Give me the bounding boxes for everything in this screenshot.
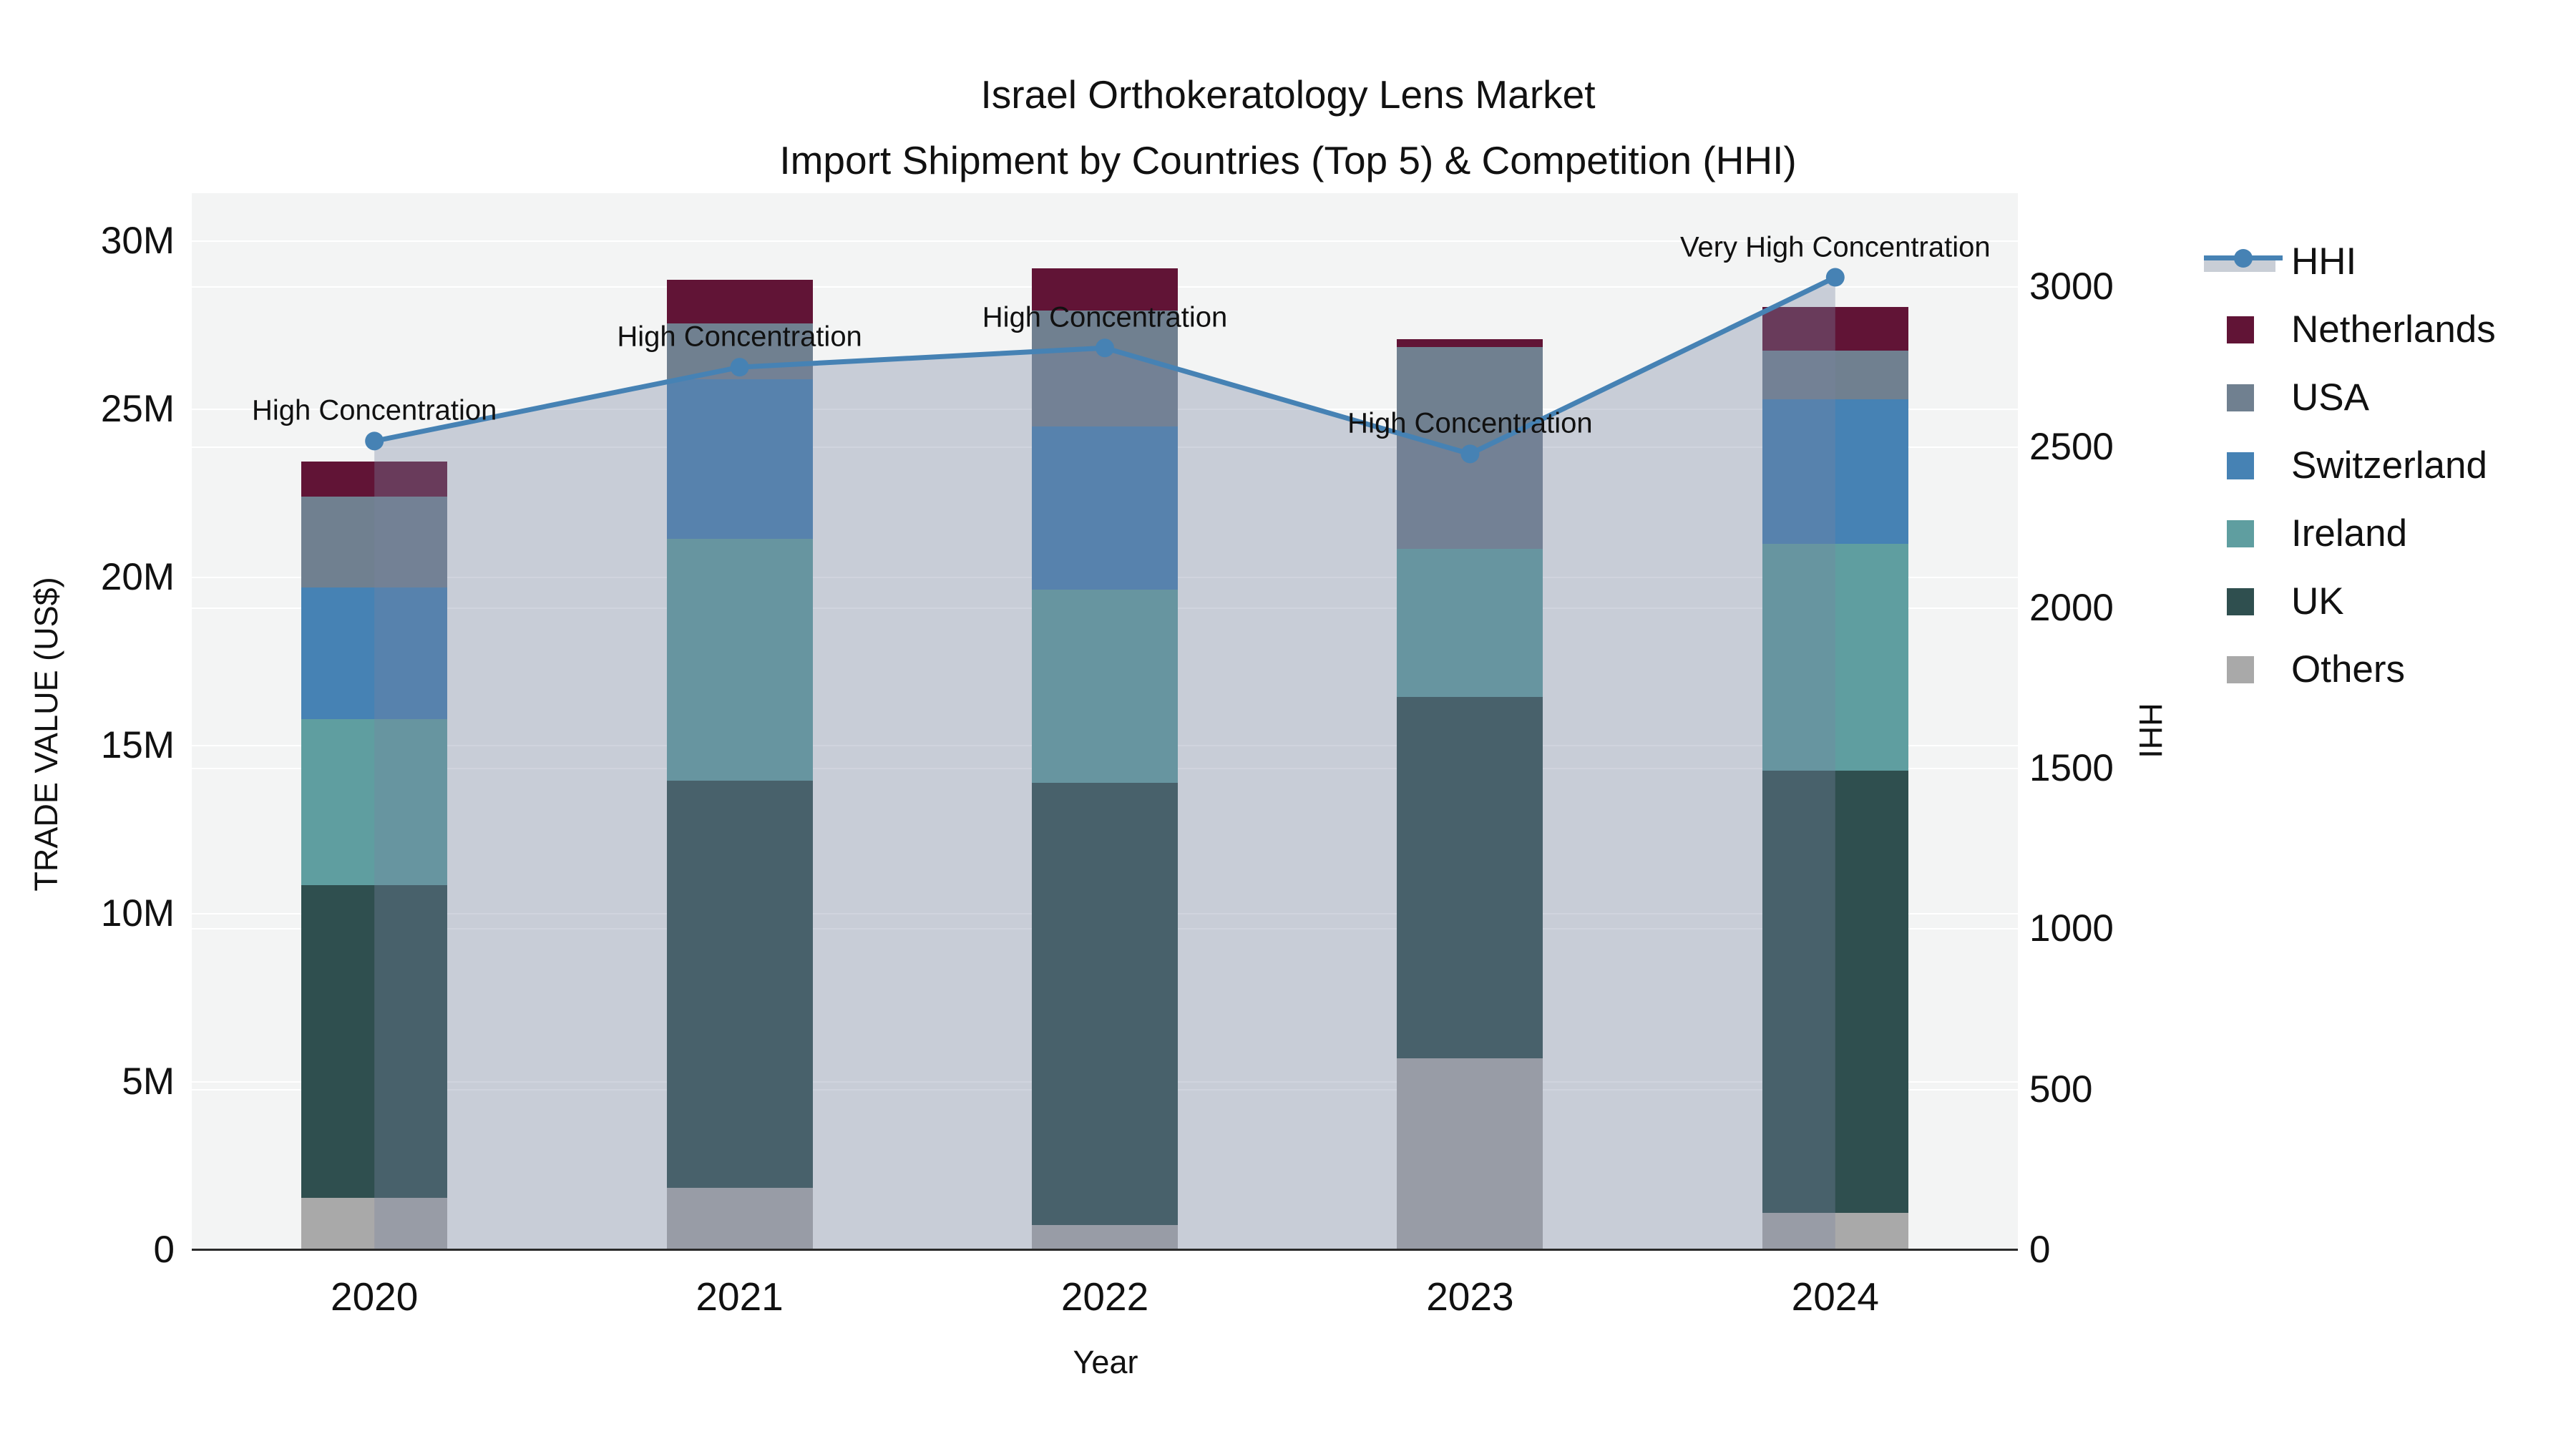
legend-item-netherlands[interactable]: Netherlands <box>2204 296 2496 364</box>
bar-segment-netherlands-2023[interactable] <box>1397 338 1543 348</box>
right-axis-tick-label: 2500 <box>2029 426 2114 469</box>
bar-segment-usa-2020[interactable] <box>301 497 448 588</box>
bar-segment-switzerland-2022[interactable] <box>1032 426 1178 590</box>
left-axis-tick-label: 10M <box>100 892 175 935</box>
x-axis-tick-label-2020: 2020 <box>331 1274 419 1319</box>
legend-item-hhi[interactable]: HHI <box>2204 228 2496 296</box>
hhi-legend-marker-dot <box>2234 248 2253 268</box>
hhi-marker-2023[interactable] <box>1460 444 1480 464</box>
plot-area: High Concentration High Concentration High… <box>192 193 2018 1251</box>
annotation-2021: High Concentration <box>617 321 862 353</box>
bar-segment-uk-2024[interactable] <box>1762 771 1908 1214</box>
legend-item-switzerland[interactable]: Switzerland <box>2204 431 2496 499</box>
legend-swatch-others <box>2227 655 2254 683</box>
x-axis-zeroline <box>192 1249 2018 1251</box>
right-axis-tick-label: 1000 <box>2029 907 2114 950</box>
bar-segment-netherlands-2020[interactable] <box>301 462 448 497</box>
right-axis-tick-label: 1500 <box>2029 747 2114 789</box>
hhi-marker-2022[interactable] <box>1096 338 1114 358</box>
legend-item-others[interactable]: Others <box>2204 635 2496 703</box>
annotation-2023: High Concentration <box>1347 407 1593 439</box>
bar-segment-uk-2023[interactable] <box>1397 696 1543 1059</box>
legend-label-usa: USA <box>2291 376 2369 419</box>
legend-label-netherlands: Netherlands <box>2291 308 2496 351</box>
bar-segment-ireland-2022[interactable] <box>1032 589 1178 783</box>
bar-segment-uk-2022[interactable] <box>1032 782 1178 1225</box>
bar-segment-switzerland-2020[interactable] <box>301 587 448 719</box>
hhi-marker-2024[interactable] <box>1825 268 1845 287</box>
right-axis-tick-label: 500 <box>2029 1068 2093 1111</box>
chart-title-line2: Import Shipment by Countries (Top 5) & C… <box>779 138 1797 182</box>
hhi-overlay-svg <box>365 268 1845 1250</box>
legend-swatch-switzerland <box>2227 452 2254 479</box>
bar-segment-netherlands-2024[interactable] <box>1762 306 1908 351</box>
left-axis-tick-label: 25M <box>100 388 175 431</box>
bar-segment-ireland-2024[interactable] <box>1762 544 1908 771</box>
annotation-2022: High Concentration <box>982 301 1228 333</box>
annotation-2024: Very High Concentration <box>1680 231 1991 263</box>
legend-label-uk: UK <box>2291 580 2344 623</box>
legend-item-uk[interactable]: UK <box>2204 567 2496 635</box>
legend-label-ireland: Ireland <box>2291 512 2408 555</box>
right-axis-tick-label: 2000 <box>2029 586 2114 629</box>
right-axis-tick-label: 0 <box>2029 1229 2051 1271</box>
bar-segment-others-2021[interactable] <box>666 1188 813 1250</box>
bar-segment-usa-2024[interactable] <box>1762 350 1908 400</box>
hhi-marker-2020[interactable] <box>365 431 384 451</box>
hhi-marker-2021[interactable] <box>730 358 749 377</box>
bar-segment-others-2023[interactable] <box>1397 1058 1543 1250</box>
x-axis-tick-label-2021: 2021 <box>696 1274 784 1319</box>
legend-item-usa[interactable]: USA <box>2204 364 2496 431</box>
left-axis-tick-label: 5M <box>122 1060 175 1103</box>
x-axis-tick-label-2023: 2023 <box>1426 1274 1514 1319</box>
chart-title-line1: Israel Orthokeratology Lens Market <box>980 72 1596 117</box>
bar-segment-others-2024[interactable] <box>1762 1213 1908 1250</box>
hhi-legend-sample-icon <box>2204 248 2283 276</box>
bar-segment-others-2022[interactable] <box>1032 1224 1178 1250</box>
legend-label-switzerland: Switzerland <box>2291 444 2487 487</box>
hhi-area-fill <box>374 277 1835 1250</box>
legend-label-others: Others <box>2291 648 2406 691</box>
legend-swatch-usa <box>2227 384 2254 411</box>
bar-segment-ireland-2023[interactable] <box>1397 549 1543 697</box>
left-axis-tick-label: 20M <box>100 556 175 599</box>
bar-segment-others-2020[interactable] <box>301 1198 448 1250</box>
legend-swatch-ireland <box>2227 519 2254 547</box>
bar-segment-netherlands-2021[interactable] <box>666 280 813 324</box>
legend-swatch-netherlands <box>2227 316 2254 343</box>
bar-segment-ireland-2021[interactable] <box>666 539 813 781</box>
left-axis-tick-label: 15M <box>100 724 175 767</box>
annotation-2020: High Concentration <box>251 394 497 426</box>
bar-segment-usa-2022[interactable] <box>1032 310 1178 426</box>
bar-segment-switzerland-2021[interactable] <box>666 379 813 540</box>
bar-segment-switzerland-2024[interactable] <box>1762 399 1908 545</box>
legend-swatch-uk <box>2227 587 2254 615</box>
bar-segment-ireland-2020[interactable] <box>301 718 448 886</box>
legend-label-hhi: HHI <box>2291 240 2357 283</box>
bar-segment-uk-2020[interactable] <box>301 885 448 1199</box>
gridline-left-axis <box>192 240 2018 243</box>
left-axis-tick-label: 30M <box>100 220 175 263</box>
right-axis-tick-label: 3000 <box>2029 265 2114 308</box>
left-axis-tick-label: 0 <box>153 1229 175 1271</box>
legend: HHI Netherlands USA Switzerland Ireland UK Oth… <box>2204 228 2496 703</box>
bar-segment-uk-2021[interactable] <box>666 781 813 1189</box>
bar-segment-netherlands-2022[interactable] <box>1032 268 1178 311</box>
x-axis-title: Year <box>1073 1344 1138 1380</box>
x-axis-tick-label-2024: 2024 <box>1791 1274 1879 1319</box>
legend-item-ireland[interactable]: Ireland <box>2204 499 2496 567</box>
x-axis-tick-label-2022: 2022 <box>1060 1274 1149 1319</box>
